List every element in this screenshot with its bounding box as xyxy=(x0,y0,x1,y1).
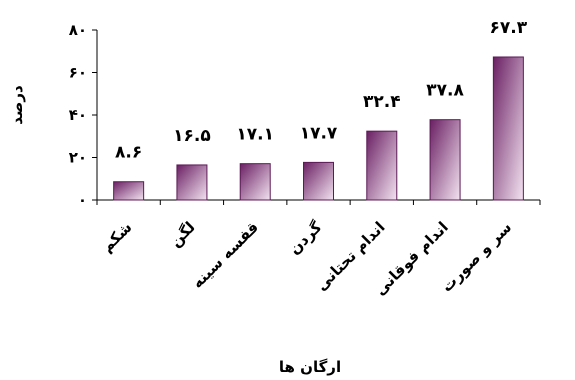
data-label: ۶۷.۳ xyxy=(490,18,528,38)
y-axis-title: درصد xyxy=(8,85,26,125)
y-tick-label: ۶۰ xyxy=(69,64,87,82)
data-label: ۳۲.۴ xyxy=(363,92,401,112)
category-label: گردن xyxy=(285,218,325,258)
bar xyxy=(176,164,208,201)
bar xyxy=(113,181,145,201)
bar xyxy=(303,161,334,201)
data-label: ۱۷.۷ xyxy=(300,123,338,143)
category-label: قفسه سینه xyxy=(188,218,262,292)
bar xyxy=(429,119,461,201)
bar xyxy=(239,163,271,201)
category-label: شکم xyxy=(98,218,136,256)
bar xyxy=(366,130,398,201)
data-label: ۳۷.۸ xyxy=(426,81,464,101)
bar xyxy=(492,56,524,201)
data-label: ۱۶.۵ xyxy=(173,126,211,146)
y-tick-label: ۲۰ xyxy=(69,149,87,167)
y-tick-label: ۰ xyxy=(78,191,87,209)
x-axis-title: ارگان ها xyxy=(279,358,341,376)
y-tick-label: ۸۰ xyxy=(69,21,87,39)
category-label: لگن xyxy=(166,218,198,250)
data-label: ۸.۶ xyxy=(115,143,142,163)
y-tick-label: ۴۰ xyxy=(69,106,87,124)
data-label: ۱۷.۱ xyxy=(236,125,274,145)
